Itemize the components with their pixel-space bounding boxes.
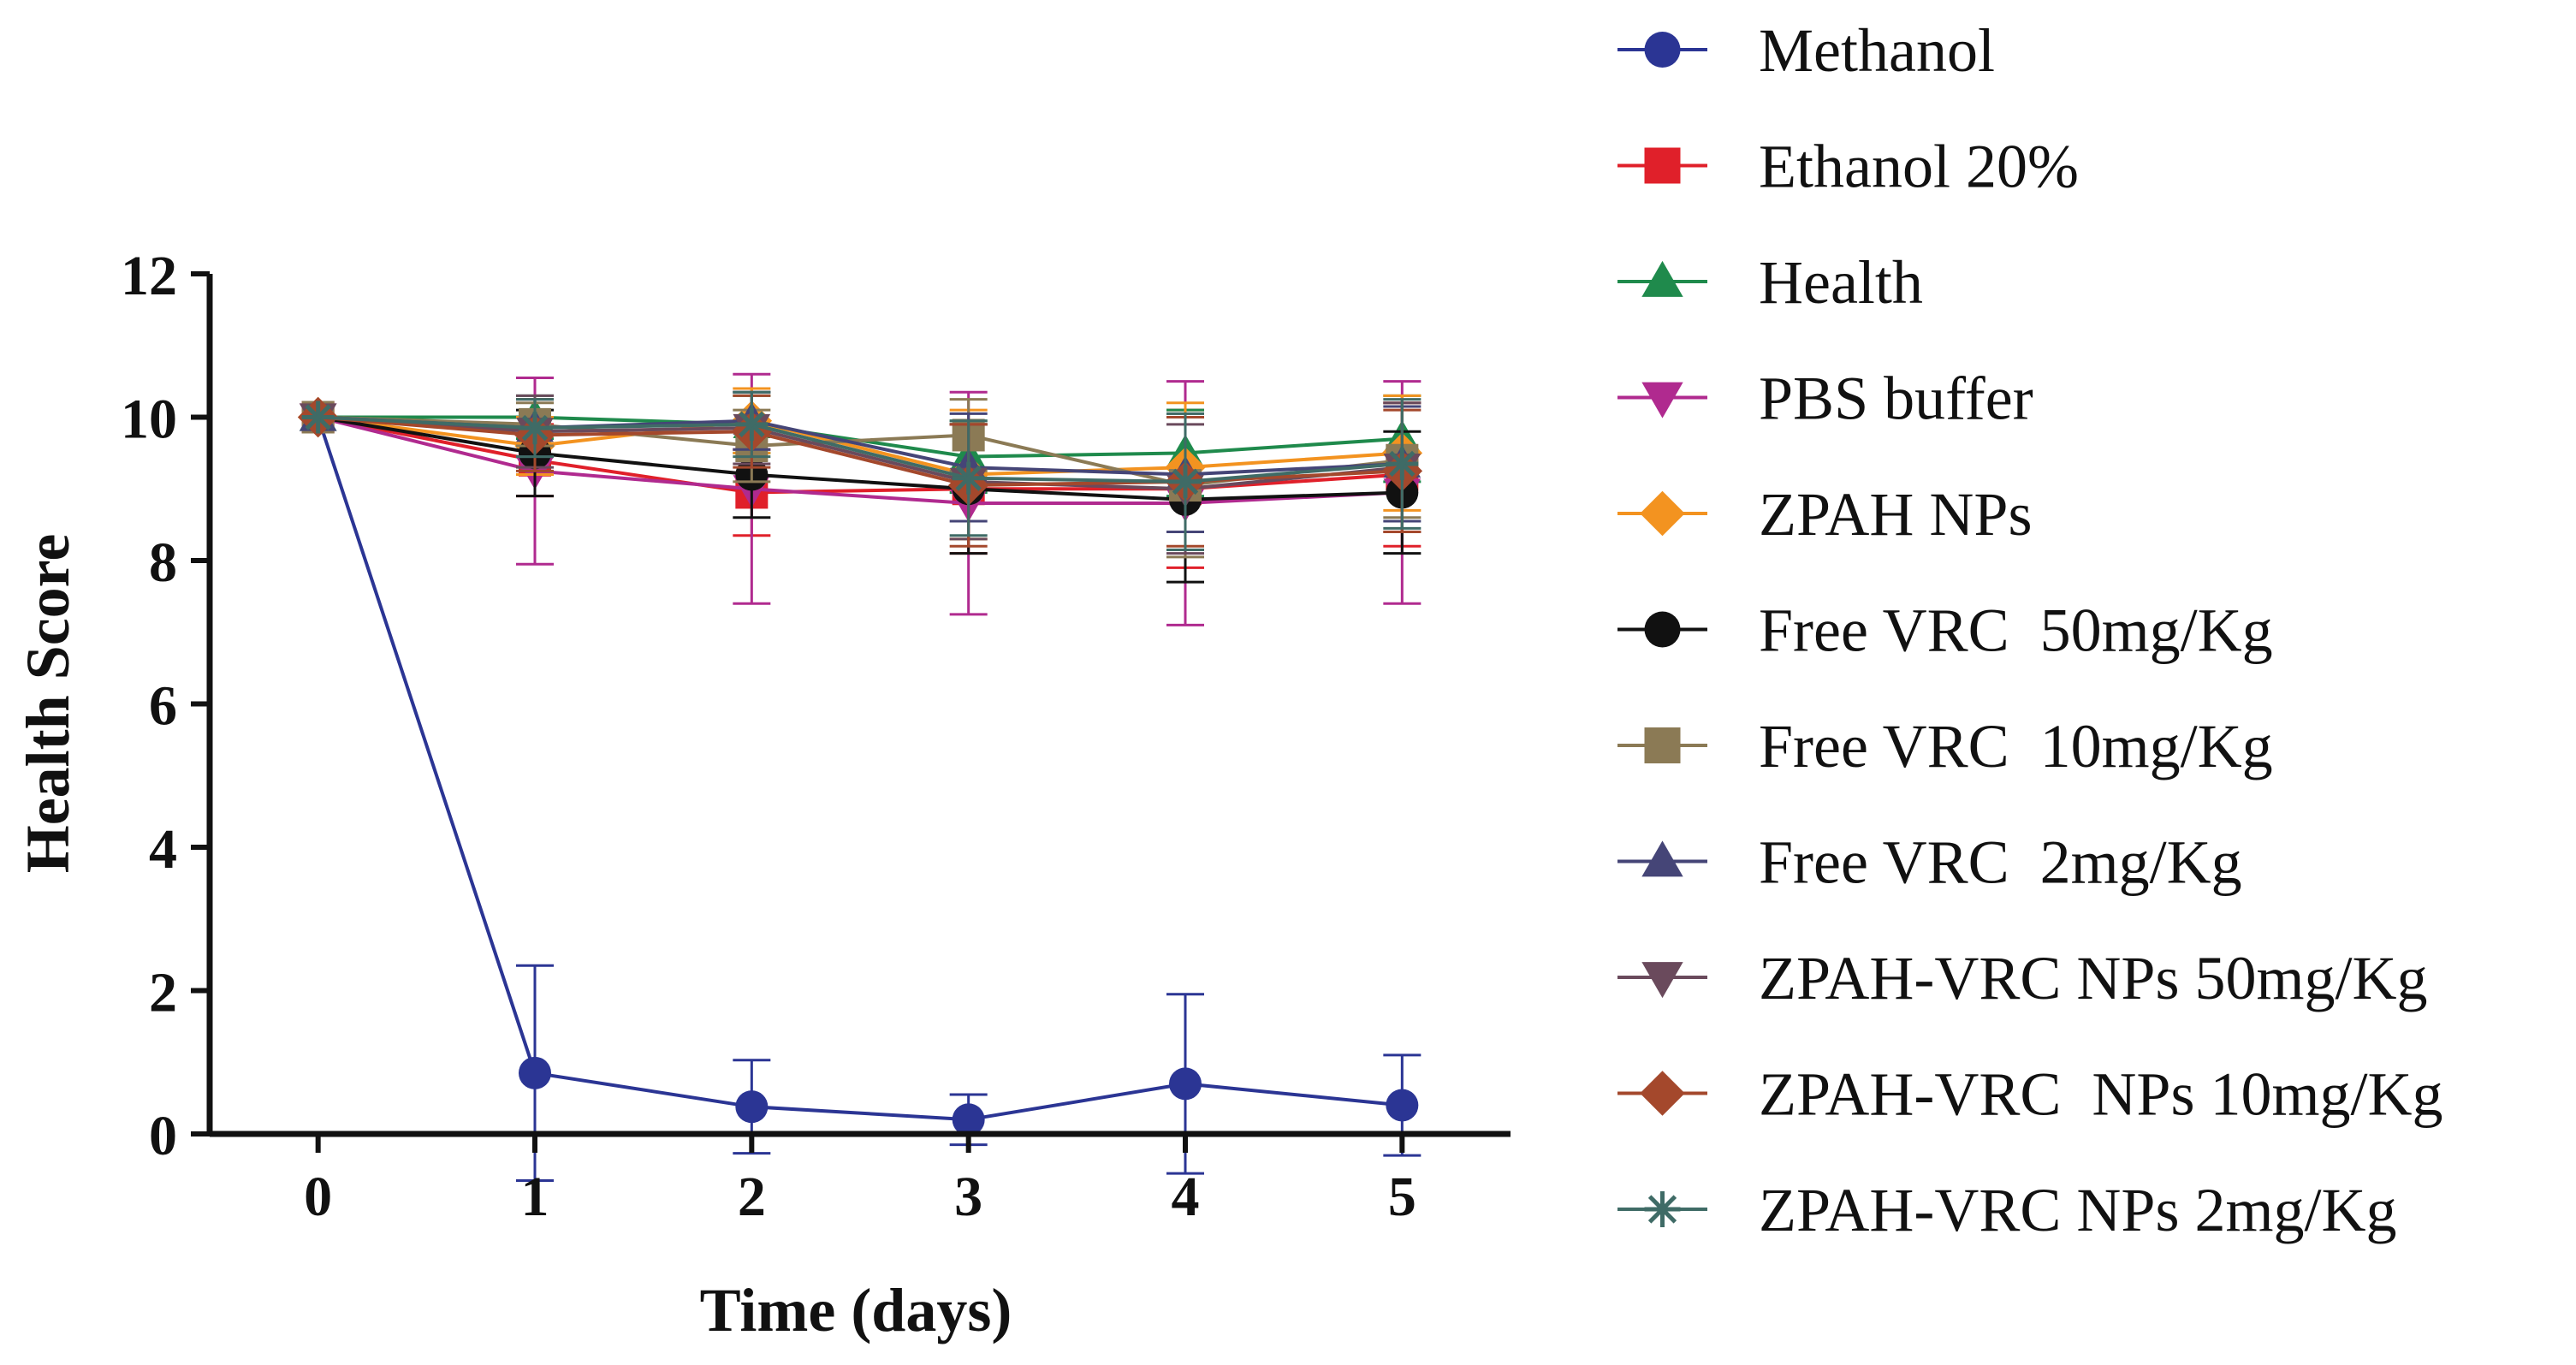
- data-point: [735, 1090, 769, 1124]
- legend-label: Health: [1759, 248, 1923, 317]
- legend-marker: [1641, 840, 1683, 877]
- legend: Methanol Ethanol 20% Health PBS buffer ZPAH …: [1617, 16, 2443, 1244]
- y-tick-label: 6: [149, 675, 177, 738]
- legend-label: ZPAH-VRC NPs 50mg/Kg: [1759, 944, 2428, 1012]
- y-tick-label: 2: [149, 962, 177, 1024]
- legend-marker: [1641, 962, 1683, 999]
- legend-item: Free VRC 50mg/Kg: [1617, 596, 2273, 665]
- series-line: [318, 415, 1403, 501]
- y-tick-label: 8: [149, 531, 177, 594]
- legend-label: Free VRC 50mg/Kg: [1759, 596, 2273, 665]
- legend-label: ZPAH-VRC NPs 2mg/Kg: [1759, 1176, 2397, 1244]
- data-point: [1169, 1067, 1202, 1101]
- data-point: [301, 401, 335, 434]
- legend-item: Free VRC 10mg/Kg: [1617, 712, 2273, 780]
- y-axis-label: Health Score: [14, 534, 82, 874]
- legend-label: Methanol: [1759, 16, 1995, 85]
- legend-marker: [1641, 260, 1683, 297]
- series-line: [318, 415, 1403, 505]
- y-tick-label: 12: [121, 245, 177, 307]
- legend-item: Health: [1617, 248, 1923, 317]
- legend-label: Free VRC 2mg/Kg: [1759, 828, 2242, 897]
- legend-marker: [1640, 1071, 1685, 1116]
- legend-marker: [1644, 611, 1681, 648]
- y-tick-label: 10: [121, 389, 177, 451]
- x-tick-label: 4: [1172, 1166, 1200, 1228]
- legend-label: Free VRC 10mg/Kg: [1759, 712, 2273, 780]
- series-line: [318, 415, 1403, 491]
- data-point: [952, 1103, 985, 1137]
- legend-label: PBS buffer: [1759, 365, 2033, 433]
- legend-marker: [1641, 382, 1683, 418]
- x-tick-label: 2: [738, 1166, 766, 1228]
- data-point: [1169, 465, 1202, 498]
- y-tick-label: 0: [149, 1105, 177, 1167]
- legend-item: ZPAH-VRC NPs 10mg/Kg: [1617, 1060, 2443, 1129]
- legend-item: PBS buffer: [1617, 365, 2033, 433]
- legend-marker: [1640, 490, 1685, 537]
- series-1: [301, 401, 1422, 1182]
- legend-marker: [1644, 727, 1681, 763]
- series-5: [297, 387, 1423, 541]
- series-line: [318, 415, 1403, 477]
- legend-label: ZPAH NPs: [1759, 480, 2032, 549]
- legend-label: ZPAH-VRC NPs 10mg/Kg: [1759, 1060, 2443, 1129]
- data-point: [952, 461, 985, 495]
- data-point: [735, 407, 769, 441]
- series-line: [316, 416, 1403, 1122]
- data-point: [519, 412, 551, 445]
- y-tick-label: 4: [149, 818, 177, 881]
- data-point: [519, 1056, 551, 1089]
- legend-label: Ethanol 20%: [1759, 133, 2079, 201]
- x-tick-label: 1: [521, 1166, 549, 1228]
- legend-marker: [1644, 147, 1681, 184]
- x-axis-label: Time (days): [700, 1276, 1012, 1344]
- legend-item: Free VRC 2mg/Kg: [1617, 828, 2242, 897]
- plot-area: [297, 372, 1423, 1182]
- legend-item: ZPAH-VRC NPs 2mg/Kg: [1617, 1176, 2397, 1244]
- legend-item: ZPAH-VRC NPs 50mg/Kg: [1617, 944, 2428, 1012]
- x-tick-label: 0: [304, 1166, 332, 1228]
- series-4: [299, 372, 1422, 626]
- legend-item: Methanol: [1617, 16, 1995, 85]
- legend-item: Ethanol 20%: [1617, 133, 2079, 201]
- data-point: [1386, 447, 1419, 480]
- legend-marker: [1644, 32, 1681, 68]
- series-line: [318, 415, 1403, 484]
- x-tick-label: 3: [954, 1166, 982, 1228]
- series-11: [301, 390, 1422, 551]
- data-point: [1386, 1089, 1419, 1122]
- legend-marker: [1644, 1191, 1681, 1227]
- legend-item: ZPAH NPs: [1617, 480, 2032, 549]
- x-tick-label: 5: [1388, 1166, 1416, 1228]
